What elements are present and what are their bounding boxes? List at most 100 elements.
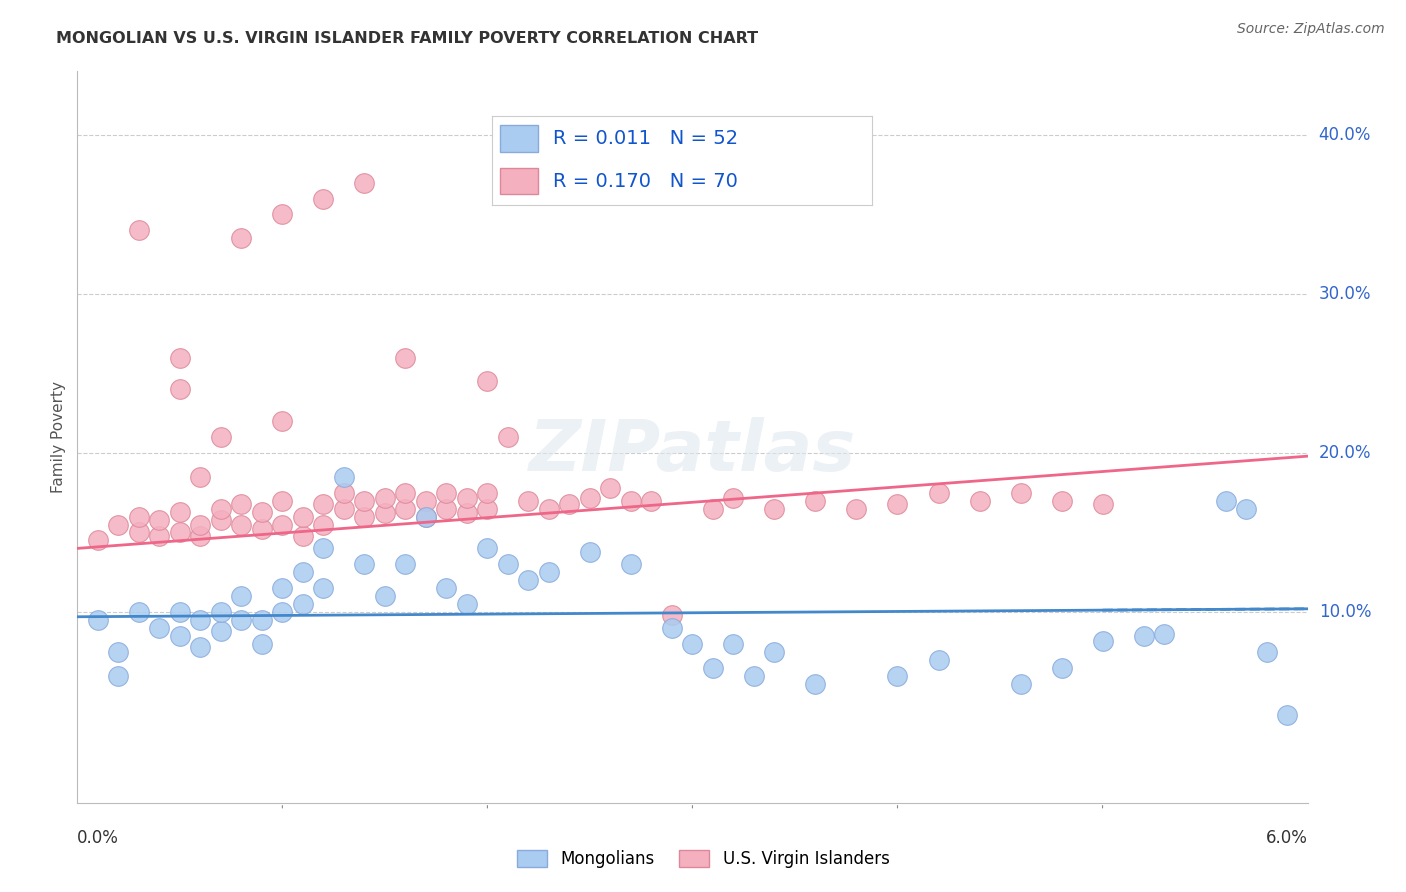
Point <box>394 558 416 572</box>
Point <box>579 491 602 505</box>
Text: 20.0%: 20.0% <box>1319 444 1371 462</box>
Point <box>209 501 232 516</box>
Point <box>353 509 375 524</box>
Point <box>312 497 335 511</box>
Point <box>148 621 170 635</box>
Point <box>845 501 868 516</box>
Point <box>209 513 232 527</box>
Point <box>763 501 786 516</box>
Point <box>87 533 110 548</box>
Point <box>742 668 765 682</box>
Point <box>558 497 581 511</box>
Point <box>1153 627 1175 641</box>
Point <box>374 589 396 603</box>
Point <box>579 544 602 558</box>
Point <box>271 517 294 532</box>
Point <box>231 497 253 511</box>
Point <box>169 525 191 540</box>
Point <box>128 605 150 619</box>
Point <box>477 375 499 389</box>
Point <box>291 529 314 543</box>
Point <box>456 597 478 611</box>
Point <box>333 485 356 500</box>
Point <box>1010 676 1032 690</box>
FancyBboxPatch shape <box>499 125 537 152</box>
Text: 6.0%: 6.0% <box>1265 829 1308 847</box>
Point <box>353 176 375 190</box>
Point <box>886 497 908 511</box>
Point <box>723 637 745 651</box>
Point <box>537 501 560 516</box>
Point <box>517 493 540 508</box>
Point <box>148 513 170 527</box>
Y-axis label: Family Poverty: Family Poverty <box>51 381 66 493</box>
Point <box>128 223 150 237</box>
Point <box>231 613 253 627</box>
Point <box>640 493 662 508</box>
Point <box>271 207 294 221</box>
Point <box>763 645 786 659</box>
Point <box>394 351 416 365</box>
Point <box>250 613 273 627</box>
Point <box>312 541 335 556</box>
Point <box>312 192 335 206</box>
Point <box>1091 497 1114 511</box>
Point <box>1275 708 1298 723</box>
Point <box>250 522 273 536</box>
Point <box>1010 485 1032 500</box>
Point <box>620 493 643 508</box>
Point <box>271 605 294 619</box>
Point <box>107 668 129 682</box>
Point <box>436 485 458 500</box>
Point <box>1050 493 1073 508</box>
Text: R = 0.011   N = 52: R = 0.011 N = 52 <box>553 128 738 148</box>
Point <box>1050 660 1073 674</box>
Point <box>333 470 356 484</box>
Point <box>271 493 294 508</box>
Point <box>87 613 110 627</box>
Point <box>231 517 253 532</box>
Point <box>682 637 704 651</box>
Point <box>415 493 437 508</box>
Point <box>394 501 416 516</box>
Point <box>333 501 356 516</box>
Point <box>128 509 150 524</box>
Point <box>107 645 129 659</box>
Point <box>231 231 253 245</box>
Point <box>928 653 950 667</box>
Point <box>231 589 253 603</box>
Text: ZIPatlas: ZIPatlas <box>529 417 856 486</box>
FancyBboxPatch shape <box>499 168 537 194</box>
Point <box>1215 493 1237 508</box>
Point <box>169 383 191 397</box>
Point <box>415 509 437 524</box>
Text: 30.0%: 30.0% <box>1319 285 1371 303</box>
Text: MONGOLIAN VS U.S. VIRGIN ISLANDER FAMILY POVERTY CORRELATION CHART: MONGOLIAN VS U.S. VIRGIN ISLANDER FAMILY… <box>56 31 758 46</box>
Text: 10.0%: 10.0% <box>1319 603 1371 621</box>
Point <box>456 491 478 505</box>
Point <box>188 470 212 484</box>
Legend: Mongolians, U.S. Virgin Islanders: Mongolians, U.S. Virgin Islanders <box>510 843 896 875</box>
Text: Source: ZipAtlas.com: Source: ZipAtlas.com <box>1237 22 1385 37</box>
Point <box>928 485 950 500</box>
Point <box>456 507 478 521</box>
Point <box>148 529 170 543</box>
Point <box>1132 629 1154 643</box>
Point <box>188 529 212 543</box>
Point <box>271 581 294 595</box>
Point <box>271 414 294 428</box>
Point <box>188 517 212 532</box>
Point <box>477 501 499 516</box>
Point <box>291 509 314 524</box>
Point <box>374 491 396 505</box>
Point <box>394 485 416 500</box>
Point <box>128 525 150 540</box>
Point <box>169 351 191 365</box>
Point <box>312 581 335 595</box>
Text: 40.0%: 40.0% <box>1319 126 1371 144</box>
Point <box>250 505 273 519</box>
Point <box>702 660 724 674</box>
Point <box>1091 633 1114 648</box>
Point <box>804 493 827 508</box>
Point <box>107 517 129 532</box>
